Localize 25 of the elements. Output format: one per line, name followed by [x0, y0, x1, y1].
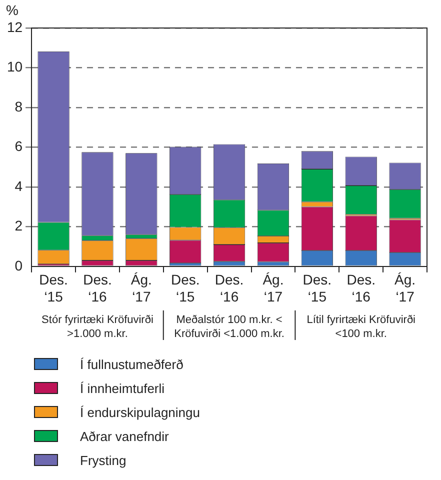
y-tick-label: 12 [6, 18, 23, 35]
legend-label: Í endurskipulagningu [80, 404, 200, 420]
x-tick-label: Ág. ‘17 [130, 272, 152, 304]
text: Stór fyrirtæki Kröfuvirði >1.000 m.kr. [42, 314, 154, 340]
text: Meðalstór 100 m.kr. < Kröfuvirði <1.000 m.kr. [174, 314, 284, 340]
x-tick-label: Des. ‘15 [39, 272, 68, 304]
x-tick-label: Des. ‘16 [83, 272, 112, 304]
x-tick-label: Ág. ‘17 [394, 272, 416, 304]
y-tick-label: 0 [14, 257, 23, 274]
legend-label: Í fullnustumeðferð [80, 356, 184, 372]
x-tick-label: Des. ‘16 [214, 272, 244, 304]
y-tick-label: 4 [14, 178, 23, 194]
x-tick-label: Des. ‘15 [170, 272, 200, 304]
y-tick-label: 10 [6, 58, 23, 75]
legend-label: Frysting [80, 452, 126, 468]
y-tick-label: 2 [14, 218, 23, 234]
x-tick-label: Ág. ‘17 [262, 272, 284, 304]
text: Lítil fyrirtæki Kröfuvirði <100 m.kr. [306, 314, 416, 340]
legend-label: Í innheimtuferli [80, 380, 165, 396]
x-tick-label: Des. ‘16 [346, 272, 376, 304]
x-tick-label: Des. ‘15 [302, 272, 332, 304]
y-tick-label: 8 [14, 98, 23, 114]
y-axis-title: % [6, 2, 18, 18]
legend-label: Aðrar vanefndir [80, 428, 169, 444]
y-tick-label: 6 [14, 138, 23, 154]
